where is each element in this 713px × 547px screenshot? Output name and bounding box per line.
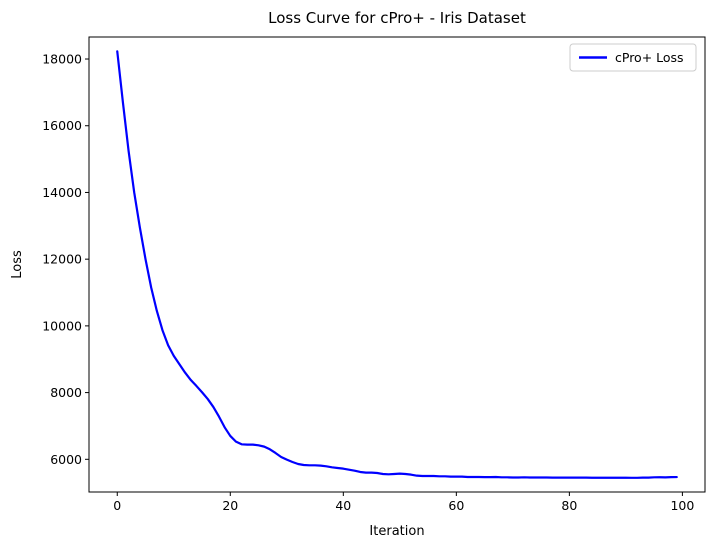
y-tick-label: 18000 [42, 52, 82, 67]
chart-title: Loss Curve for cPro+ - Iris Dataset [268, 9, 526, 27]
x-tick-label: 0 [113, 498, 121, 513]
x-axis: 0 20 40 60 80 100 [113, 492, 694, 513]
series-layer [116, 50, 678, 479]
series-line-cpro-loss [116, 50, 678, 479]
x-tick-label: 100 [670, 498, 694, 513]
legend-label: cPro+ Loss [615, 50, 684, 65]
y-tick-label: 12000 [42, 252, 82, 267]
y-tick-label: 10000 [42, 318, 82, 333]
legend: cPro+ Loss [569, 43, 697, 72]
y-tick-label: 8000 [50, 385, 82, 400]
y-tick-label: 16000 [42, 118, 82, 133]
y-tick-label: 14000 [42, 185, 82, 200]
x-tick-label: 80 [561, 498, 577, 513]
axes-frame [88, 36, 706, 493]
y-tick-label: 6000 [50, 452, 82, 467]
y-axis: 6000 8000 10000 12000 14000 16000 18000 [42, 52, 89, 467]
x-tick-label: 40 [335, 498, 351, 513]
x-tick-label: 60 [448, 498, 464, 513]
plot-area: 0 20 40 60 80 100 6000 8000 10000 12000 14000 1600… [42, 36, 706, 513]
x-axis-title: Iteration [369, 524, 424, 539]
x-tick-label: 20 [222, 498, 238, 513]
y-axis-title: Loss [10, 250, 25, 279]
legend-box [569, 43, 697, 72]
